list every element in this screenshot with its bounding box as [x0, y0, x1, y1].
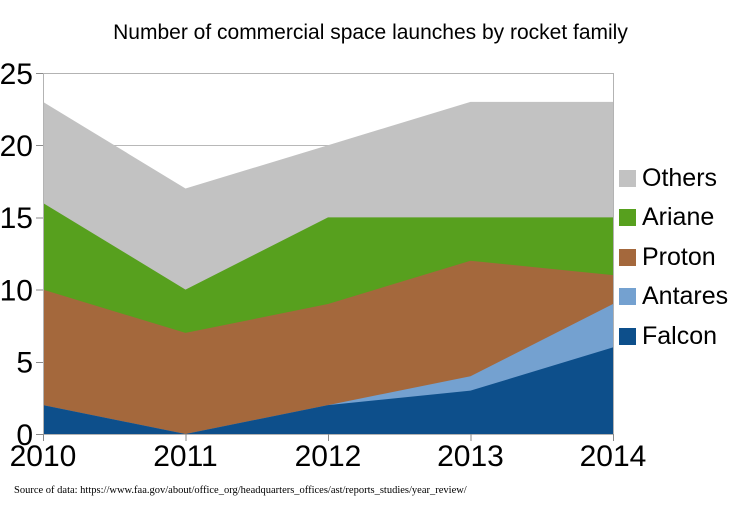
- legend-swatch-antares: [619, 288, 636, 305]
- x-axis-label: 2010: [10, 440, 77, 473]
- legend-item-proton: Proton: [619, 242, 716, 272]
- y-axis-label: 25: [0, 58, 33, 91]
- legend-label: Proton: [642, 242, 716, 271]
- area-falcon: [43, 347, 613, 434]
- legend-swatch-ariane: [619, 209, 636, 226]
- legend-swatch-proton: [619, 248, 636, 266]
- legend-swatch-falcon: [619, 327, 636, 345]
- y-axis-label: 0: [16, 419, 33, 452]
- legend-item-ariane: Ariane: [619, 203, 714, 233]
- y-axis-label: 10: [0, 274, 33, 307]
- x-axis-label: 2011: [153, 440, 218, 473]
- legend-label: Antares: [642, 282, 729, 310]
- source-note: Source of data: https://www.faa.gov/abou…: [14, 485, 467, 496]
- legend-label: Others: [642, 163, 718, 192]
- legend-item-falcon: Falcon: [619, 321, 717, 351]
- legend-item-antares: Antares: [619, 282, 728, 312]
- y-axis-label: 20: [0, 130, 33, 163]
- legend-label: Ariane: [642, 203, 715, 231]
- y-axis-label: 15: [0, 202, 33, 235]
- x-axis-label: 2014: [580, 440, 647, 473]
- legend-item-others: Others: [619, 163, 717, 193]
- y-axis-label: 5: [16, 347, 33, 380]
- chart-title: Number of commercial space launches by r…: [113, 21, 628, 44]
- x-axis-label: 2012: [295, 440, 362, 473]
- x-axis-label: 2013: [437, 440, 504, 473]
- legend-swatch-others: [619, 169, 636, 187]
- legend-label: Falcon: [642, 321, 718, 350]
